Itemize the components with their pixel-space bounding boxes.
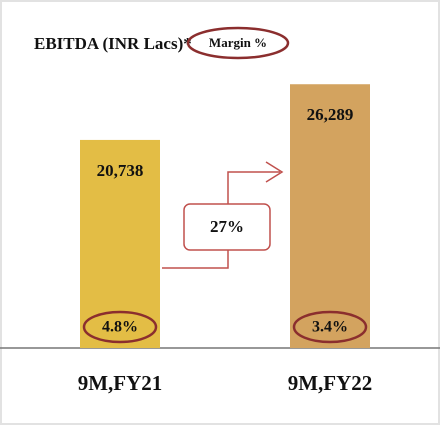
margin-ellipse [292, 310, 368, 344]
bar [80, 139, 160, 348]
bar [290, 84, 370, 348]
margin-ellipse [82, 310, 158, 344]
margin-label: 3.4% [312, 319, 348, 336]
growth-label: 27% [210, 217, 244, 236]
value-label: 20,738 [97, 161, 144, 180]
growth-box [183, 203, 271, 251]
chart-title: EBITDA (INR Lacs)* [34, 34, 192, 53]
x-tick-label: 9M,FY22 [288, 371, 373, 395]
legend-ellipse [186, 26, 290, 60]
margin-label: 4.8% [102, 319, 138, 336]
arrow-head [265, 161, 284, 183]
legend-label: Margin % [209, 35, 267, 50]
value-label: 26,289 [307, 105, 354, 124]
x-tick-label: 9M,FY21 [78, 371, 163, 395]
